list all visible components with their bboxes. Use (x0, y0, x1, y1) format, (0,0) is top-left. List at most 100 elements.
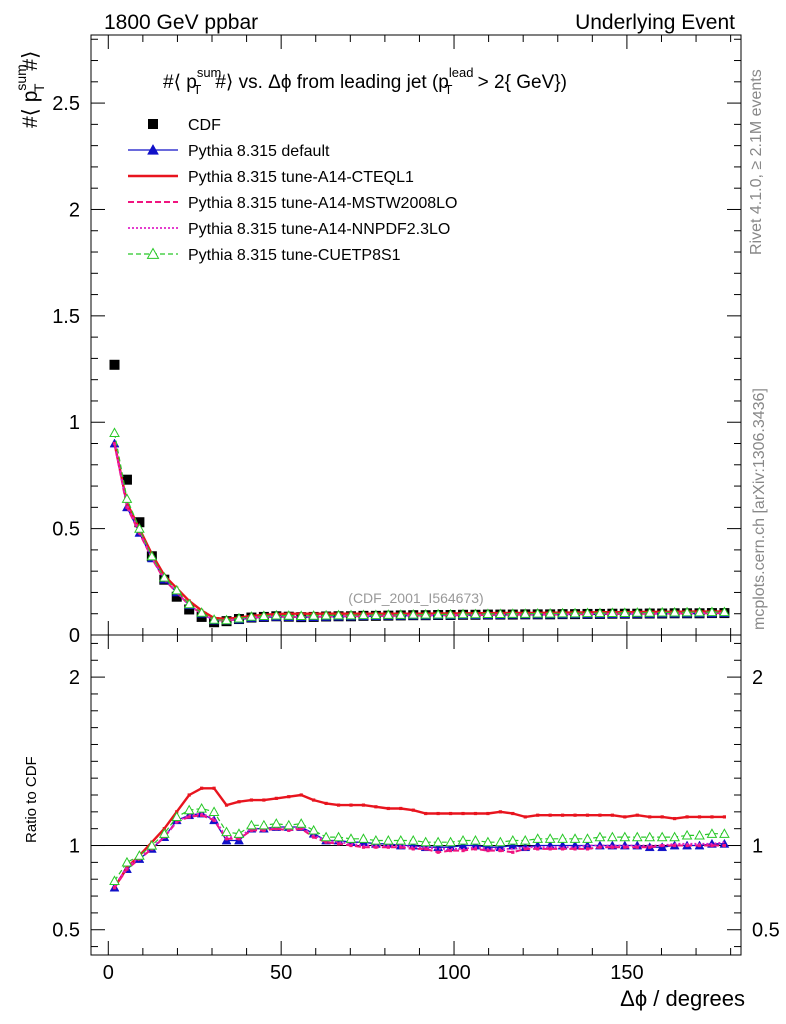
series-point-pythia-8-315-tune-cuetp8s1 (619, 607, 631, 617)
series-point-pythia-8-315-tune-cuetp8s1 (681, 606, 693, 617)
series-point-pythia-8-315-tune-a14-cteql1 (224, 803, 229, 807)
series-point-pythia-8-315-tune-a14-mstw2008lo (262, 828, 266, 832)
series-point-pythia-8-315-tune-a14-mstw2008lo (324, 840, 328, 844)
series-point-pythia-8-315-tune-a14-cteql1 (648, 815, 652, 819)
series-point-pythia-8-315-tune-cuetp8s1 (270, 609, 282, 620)
cdf-data-point (184, 604, 195, 615)
series-point-pythia-8-315-default (507, 840, 518, 850)
main-title: #⟨ psum T #⟩ vs. Δϕ from leading jet (plea… (163, 65, 567, 97)
series-point-pythia-8-315-tune-a14-cteql1 (125, 865, 129, 870)
y-tick-label-right: 0.5 (752, 920, 780, 942)
series-point-pythia-8-315-tune-cuetp8s1 (557, 833, 568, 843)
x-tick-label: 150 (610, 962, 643, 984)
series-point-pythia-8-315-tune-cuetp8s1 (109, 875, 120, 885)
series-point-pythia-8-315-tune-cuetp8s1 (196, 802, 207, 813)
series-point-pythia-8-315-tune-cuetp8s1 (445, 836, 456, 847)
series-point-pythia-8-315-tune-a14-cteql1 (697, 815, 702, 819)
series-point-pythia-8-315-tune-cuetp8s1 (333, 609, 344, 620)
series-point-pythia-8-315-tune-a14-mstw2008lo (710, 843, 714, 848)
series-point-pythia-8-315-tune-a14-mstw2008lo (200, 813, 204, 817)
series-point-pythia-8-315-tune-a14-mstw2008lo (685, 843, 689, 848)
analysis-watermark: (CDF_2001_I564673) (348, 590, 483, 606)
series-point-pythia-8-315-tune-cuetp8s1 (569, 833, 581, 843)
series-point-pythia-8-315-tune-a14-mstw2008lo (274, 827, 278, 831)
y-tick-label: 2 (69, 667, 80, 689)
y-tick-label: 0 (69, 625, 80, 647)
series-point-pythia-8-315-tune-a14-mstw2008lo (411, 847, 415, 851)
series-point-pythia-8-315-tune-a14-mstw2008lo (436, 850, 440, 854)
series-point-pythia-8-315-tune-cuetp8s1 (681, 829, 693, 840)
series-line-pythia-8-315-tune-cuetp8s1 (114, 807, 725, 882)
cdf-data-point (121, 474, 132, 485)
x-tick-label: 50 (270, 962, 292, 984)
series-point-pythia-8-315-tune-a14-mstw2008lo (461, 848, 465, 853)
series-point-pythia-8-315-tune-cuetp8s1 (320, 831, 332, 842)
series-point-pythia-8-315-tune-a14-cteql1 (287, 795, 291, 799)
series-point-pythia-8-315-tune-cuetp8s1 (109, 427, 120, 437)
series-point-pythia-8-315-tune-cuetp8s1 (233, 828, 245, 838)
series-point-pythia-8-315-tune-cuetp8s1 (457, 608, 469, 619)
series-point-pythia-8-315-tune-a14-cteql1 (424, 811, 428, 816)
series-point-pythia-8-315-tune-a14-mstw2008lo (125, 867, 129, 871)
series-point-pythia-8-315-tune-cuetp8s1 (171, 811, 183, 821)
y-tick-label: 2.5 (52, 93, 80, 115)
ratio-xlabel: Δϕ / degrees (620, 986, 745, 1011)
series-point-pythia-8-315-tune-a14-mstw2008lo (399, 845, 403, 849)
series-point-pythia-8-315-tune-a14-mstw2008lo (125, 505, 129, 509)
series-point-pythia-8-315-tune-a14-mstw2008lo (473, 847, 478, 851)
series-line-pythia-8-315-tune-a14-nnpdf2-3lo (113, 812, 725, 887)
series-point-pythia-8-315-tune-a14-mstw2008lo (648, 845, 652, 849)
cdf-data-point (109, 359, 120, 370)
main-axes: 0 0.5 1 1.5 2 2.5 (52, 35, 741, 647)
series-point-pythia-8-315-tune-cuetp8s1 (183, 804, 195, 815)
series-point-pythia-8-315-tune-a14-mstw2008lo (585, 847, 590, 851)
series-point-pythia-8-315-tune-a14-cteql1 (560, 813, 565, 817)
cdf-data-point (171, 591, 182, 602)
series-point-pythia-8-315-tune-cuetp8s1 (358, 833, 369, 843)
series-point-pythia-8-315-tune-cuetp8s1 (345, 833, 357, 843)
series-point-pythia-8-315-tune-a14-cteql1 (336, 803, 341, 807)
series-point-pythia-8-315-tune-a14-mstw2008lo (312, 835, 316, 839)
ratio-axes: 0 50 100 150 0.5 0.5 1 1 2 2 (52, 635, 780, 984)
series-point-pythia-8-315-tune-cuetp8s1 (694, 829, 705, 840)
series-point-pythia-8-315-tune-cuetp8s1 (382, 834, 394, 845)
series-line-pythia-8-315-tune-cuetp8s1 (113, 432, 725, 621)
y-tick-label: 2 (69, 199, 80, 221)
legend-label: Pythia 8.315 tune-A14-MSTW2008LO (188, 195, 457, 212)
series-point-pythia-8-315-tune-cuetp8s1 (644, 607, 656, 617)
legend-label: CDF (188, 117, 221, 134)
series-point-pythia-8-315-tune-a14-mstw2008lo (424, 847, 428, 851)
series-point-pythia-8-315-tune-cuetp8s1 (258, 819, 270, 830)
y-tick-label: 0.5 (52, 519, 80, 541)
series-point-pythia-8-315-tune-a14-mstw2008lo (299, 827, 303, 831)
series-point-pythia-8-315-tune-a14-cteql1 (623, 815, 627, 819)
series-point-pythia-8-315-tune-cuetp8s1 (420, 609, 432, 619)
series-point-pythia-8-315-tune-cuetp8s1 (134, 523, 145, 533)
series-point-pythia-8-315-tune-cuetp8s1 (631, 831, 643, 842)
series-point-pythia-8-315-tune-cuetp8s1 (432, 608, 444, 619)
series-point-pythia-8-315-tune-a14-cteql1 (635, 813, 639, 817)
series-point-pythia-8-315-tune-cuetp8s1 (631, 607, 643, 617)
series-point-pythia-8-315-tune-a14-cteql1 (473, 811, 478, 816)
series-point-pythia-8-315-tune-cuetp8s1 (607, 607, 618, 617)
y-tick-label-right: 2 (752, 667, 763, 689)
series-point-pythia-8-315-tune-cuetp8s1 (470, 834, 481, 845)
series-point-pythia-8-315-tune-cuetp8s1 (656, 831, 668, 842)
series-point-pythia-8-315-tune-a14-cteql1 (710, 815, 714, 819)
series-point-pythia-8-315-tune-cuetp8s1 (270, 818, 282, 828)
series-point-pythia-8-315-tune-a14-mstw2008lo (511, 850, 515, 854)
series-point-pythia-8-315-tune-a14-cteql1 (374, 805, 378, 809)
x-tick-label: 100 (437, 962, 470, 984)
series-point-pythia-8-315-tune-a14-cteql1 (200, 786, 204, 790)
series-point-pythia-8-315-tune-cuetp8s1 (457, 834, 469, 845)
series-line-pythia-8-315-tune-a14-cteql1 (113, 787, 725, 889)
series-point-pythia-8-315-tune-a14-cteql1 (685, 815, 689, 819)
series-point-pythia-8-315-tune-cuetp8s1 (345, 609, 357, 620)
series-point-pythia-8-315-tune-a14-cteql1 (249, 798, 254, 802)
series-point-pythia-8-315-tune-a14-mstw2008lo (498, 848, 502, 853)
header-right: Underlying Event (575, 11, 735, 34)
series-point-pythia-8-315-tune-cuetp8s1 (706, 606, 718, 617)
series-point-pythia-8-315-tune-cuetp8s1 (221, 826, 232, 837)
series-point-pythia-8-315-tune-a14-mstw2008lo (722, 843, 727, 848)
